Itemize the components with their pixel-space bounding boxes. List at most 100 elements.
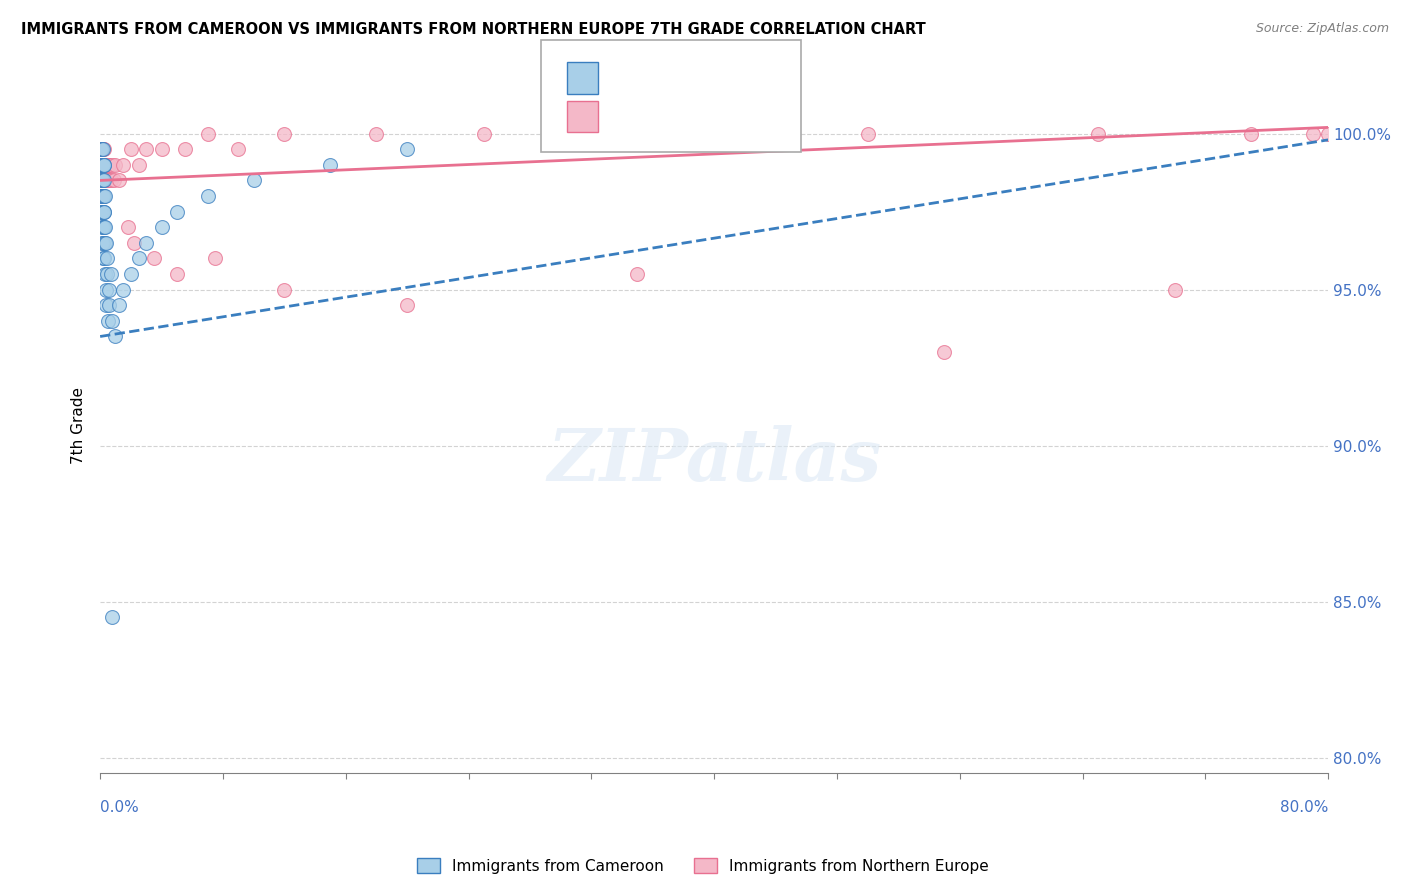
Point xyxy=(91,173,114,187)
Point xyxy=(150,220,173,235)
Point xyxy=(96,298,118,312)
Point xyxy=(93,235,115,250)
Point xyxy=(90,173,112,187)
Point xyxy=(91,220,114,235)
Point xyxy=(93,252,115,266)
Point xyxy=(1302,127,1324,141)
Point xyxy=(112,158,135,172)
Point xyxy=(101,314,124,328)
Point xyxy=(396,298,419,312)
Point xyxy=(1087,127,1109,141)
Point xyxy=(98,298,121,312)
Point xyxy=(93,220,115,235)
Point xyxy=(93,189,115,203)
Point xyxy=(100,173,122,187)
Point xyxy=(173,142,195,156)
Point xyxy=(107,173,129,187)
Point xyxy=(91,142,114,156)
Point xyxy=(90,142,112,156)
Point xyxy=(273,283,295,297)
Text: IMMIGRANTS FROM CAMEROON VS IMMIGRANTS FROM NORTHERN EUROPE 7TH GRADE CORRELATIO: IMMIGRANTS FROM CAMEROON VS IMMIGRANTS F… xyxy=(21,22,925,37)
Point xyxy=(101,610,124,624)
Point xyxy=(934,345,956,359)
Point xyxy=(91,204,114,219)
Point xyxy=(120,142,142,156)
Point xyxy=(319,158,342,172)
Point xyxy=(117,220,139,235)
Point xyxy=(91,158,114,172)
Point xyxy=(90,189,112,203)
Y-axis label: 7th Grade: 7th Grade xyxy=(72,387,86,464)
Point xyxy=(90,142,112,156)
Point xyxy=(91,142,114,156)
Text: ZIPatlas: ZIPatlas xyxy=(547,425,882,496)
Point xyxy=(93,173,115,187)
Point xyxy=(1240,127,1263,141)
Text: R = 0.264   N = 57: R = 0.264 N = 57 xyxy=(603,70,759,85)
Point xyxy=(93,173,115,187)
Point xyxy=(273,127,295,141)
Point xyxy=(94,173,117,187)
Point xyxy=(135,142,157,156)
Point xyxy=(112,283,135,297)
Point xyxy=(91,173,114,187)
Point xyxy=(90,220,112,235)
Point xyxy=(166,204,188,219)
Point xyxy=(96,267,118,281)
Point xyxy=(91,235,114,250)
Point xyxy=(91,173,114,187)
Text: 80.0%: 80.0% xyxy=(1279,800,1329,815)
Point xyxy=(98,158,121,172)
Point xyxy=(93,158,115,172)
Point xyxy=(93,204,115,219)
Point xyxy=(96,173,118,187)
Point xyxy=(91,142,114,156)
Point xyxy=(90,158,112,172)
Point xyxy=(856,127,879,141)
Point xyxy=(94,283,117,297)
Legend: Immigrants from Cameroon, Immigrants from Northern Europe: Immigrants from Cameroon, Immigrants fro… xyxy=(411,852,995,880)
Point xyxy=(90,158,112,172)
Point xyxy=(128,252,150,266)
Point xyxy=(226,142,249,156)
Point xyxy=(93,158,115,172)
Point xyxy=(93,158,115,172)
Point xyxy=(93,173,115,187)
Point xyxy=(93,142,115,156)
Point xyxy=(91,158,114,172)
Point xyxy=(97,314,120,328)
Point xyxy=(122,235,145,250)
Point xyxy=(93,189,115,203)
Point xyxy=(93,204,115,219)
Point xyxy=(550,127,572,141)
Point xyxy=(1163,283,1185,297)
Point xyxy=(90,173,112,187)
Text: 0.0%: 0.0% xyxy=(100,800,139,815)
Point xyxy=(91,173,114,187)
Point xyxy=(101,158,124,172)
Point xyxy=(150,142,173,156)
Point xyxy=(90,204,112,219)
Point xyxy=(104,158,127,172)
Point xyxy=(90,173,112,187)
Point xyxy=(472,127,495,141)
Point xyxy=(1317,127,1340,141)
Point xyxy=(91,189,114,203)
Point xyxy=(91,142,114,156)
Point xyxy=(97,158,120,172)
Point xyxy=(91,189,114,203)
Point xyxy=(396,142,419,156)
Point xyxy=(626,267,648,281)
Point xyxy=(94,158,117,172)
Point xyxy=(96,252,118,266)
Point xyxy=(91,173,114,187)
Point xyxy=(100,267,122,281)
Point xyxy=(93,158,115,172)
Point xyxy=(94,267,117,281)
Point xyxy=(242,173,264,187)
Point xyxy=(90,189,112,203)
Point xyxy=(366,127,388,141)
Point xyxy=(107,298,129,312)
Point xyxy=(103,173,125,187)
Point xyxy=(91,158,114,172)
